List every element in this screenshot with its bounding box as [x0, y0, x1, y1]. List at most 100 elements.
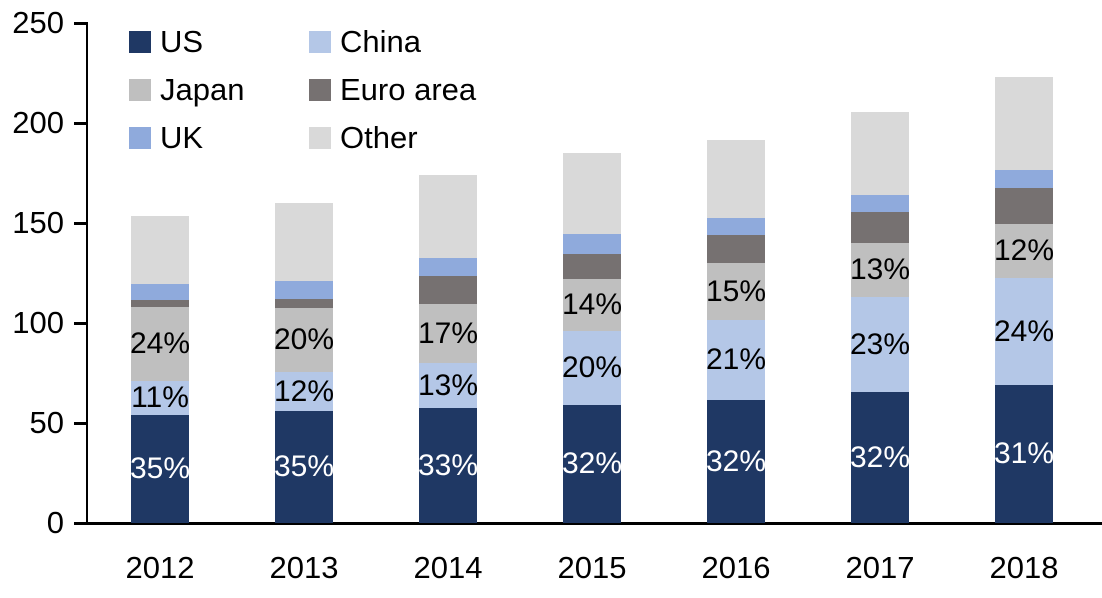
- bar-data-label: 24%: [993, 314, 1055, 348]
- y-axis-tick: [74, 221, 87, 225]
- bar-data-label: 13%: [849, 253, 911, 286]
- bar-data-label: 31%: [993, 437, 1055, 470]
- bar-data-label: 12%: [273, 374, 335, 408]
- bar-segment-japan: [995, 224, 1053, 278]
- x-axis-tick-label: 2015: [557, 550, 627, 585]
- legend-item-euro-area: Euro area: [309, 72, 477, 107]
- bar-segment-uk: [131, 284, 189, 300]
- x-axis-tick-label: 2014: [413, 550, 483, 585]
- bar-data-label: 35%: [129, 452, 191, 485]
- bar-segment-china: [851, 297, 909, 392]
- legend-label: UK: [160, 120, 204, 155]
- bar-data-label: 15%: [705, 274, 767, 308]
- x-axis-tick-label: 2017: [845, 550, 915, 585]
- legend-swatch-icon: [129, 79, 151, 101]
- bar-segment-us: [851, 392, 909, 523]
- bar-data-label: 17%: [417, 316, 479, 350]
- y-axis-tick: [74, 21, 87, 25]
- bar-segment-us: [707, 400, 765, 523]
- legend-swatch-icon: [309, 79, 331, 101]
- legend-swatch-icon: [129, 31, 151, 53]
- bar-data-label: 11%: [131, 381, 189, 414]
- bar-segment-euro-area: [131, 300, 189, 307]
- legend-swatch-icon: [309, 127, 331, 149]
- legend-label: Euro area: [340, 72, 477, 107]
- bar-segment-japan: [707, 263, 765, 320]
- bar-segment-uk: [563, 234, 621, 254]
- bar-segment-euro-area: [419, 276, 477, 304]
- bar-segment-us: [419, 408, 477, 523]
- bar-segment-other: [419, 175, 477, 258]
- bar-data-label: 20%: [561, 351, 623, 384]
- legend-label: Japan: [160, 72, 245, 107]
- bar-segment-uk: [851, 195, 909, 212]
- legend-label: US: [160, 24, 204, 59]
- bar-data-label: 13%: [417, 368, 479, 402]
- bar-segment-uk: [995, 170, 1053, 188]
- legend-item-other: Other: [309, 120, 418, 155]
- y-axis-tick-label: 50: [29, 405, 64, 440]
- bar-segment-us: [995, 385, 1053, 523]
- bar-segment-japan: [419, 304, 477, 363]
- bar-segment-euro-area: [275, 299, 333, 308]
- bar-data-label: 32%: [705, 444, 767, 478]
- bar-segment-uk: [707, 218, 765, 235]
- bar-segment-china: [275, 372, 333, 411]
- legend-label: China: [340, 24, 421, 59]
- bar-data-label: 33%: [417, 448, 479, 482]
- bar-segment-china: [131, 381, 189, 415]
- y-axis-line: [86, 22, 88, 524]
- y-axis-tick: [74, 421, 87, 425]
- bar-data-label: 23%: [849, 327, 911, 361]
- x-axis-tick-label: 2018: [989, 550, 1059, 585]
- bar-segment-us: [131, 415, 189, 523]
- bar-segment-other: [707, 140, 765, 218]
- x-axis-tick-label: 2016: [701, 550, 771, 585]
- bar-segment-euro-area: [851, 212, 909, 243]
- bar-data-label: 32%: [561, 447, 623, 480]
- bar-segment-euro-area: [563, 254, 621, 279]
- bar-segment-uk: [419, 258, 477, 276]
- bar-segment-other: [563, 153, 621, 234]
- bar-segment-other: [131, 216, 189, 284]
- x-axis-tick-label: 2012: [125, 550, 195, 585]
- bar-segment-china: [707, 320, 765, 400]
- legend-item-us: US: [129, 24, 204, 59]
- y-axis-tick-label: 100: [12, 305, 64, 340]
- bar-segment-other: [275, 203, 333, 281]
- bar-data-label: 32%: [849, 440, 911, 474]
- y-axis-tick-label: 250: [12, 5, 64, 40]
- bar-segment-japan: [275, 308, 333, 372]
- bar-data-label: 21%: [705, 343, 767, 376]
- bar-segment-japan: [131, 307, 189, 381]
- bar-segment-us: [275, 411, 333, 523]
- legend-swatch-icon: [309, 31, 331, 53]
- bar-segment-china: [995, 278, 1053, 385]
- bar-data-label: 20%: [273, 323, 335, 356]
- legend-item-japan: Japan: [129, 72, 245, 107]
- y-axis-tick-label: 200: [12, 105, 64, 140]
- y-axis-tick-label: 150: [12, 205, 64, 240]
- bar-segment-other: [851, 112, 909, 195]
- bar-segment-japan: [563, 279, 621, 331]
- x-axis-tick-label: 2013: [269, 550, 339, 585]
- legend-swatch-icon: [129, 127, 151, 149]
- bar-segment-japan: [851, 243, 909, 297]
- bar-segment-euro-area: [995, 188, 1053, 224]
- bar-segment-uk: [275, 281, 333, 299]
- bar-data-label: 24%: [129, 327, 191, 360]
- bar-segment-china: [563, 331, 621, 405]
- bar-data-label: 12%: [993, 234, 1055, 267]
- legend-item-uk: UK: [129, 120, 204, 155]
- bar-segment-other: [995, 77, 1053, 170]
- x-axis-line: [74, 521, 1102, 525]
- legend-item-china: China: [309, 24, 421, 59]
- legend-label: Other: [340, 120, 418, 155]
- bar-data-label: 14%: [561, 288, 623, 321]
- y-axis-tick: [74, 121, 87, 125]
- bar-data-label: 35%: [273, 450, 335, 483]
- bar-segment-us: [563, 405, 621, 523]
- y-axis-tick: [74, 321, 87, 325]
- bar-segment-china: [419, 363, 477, 408]
